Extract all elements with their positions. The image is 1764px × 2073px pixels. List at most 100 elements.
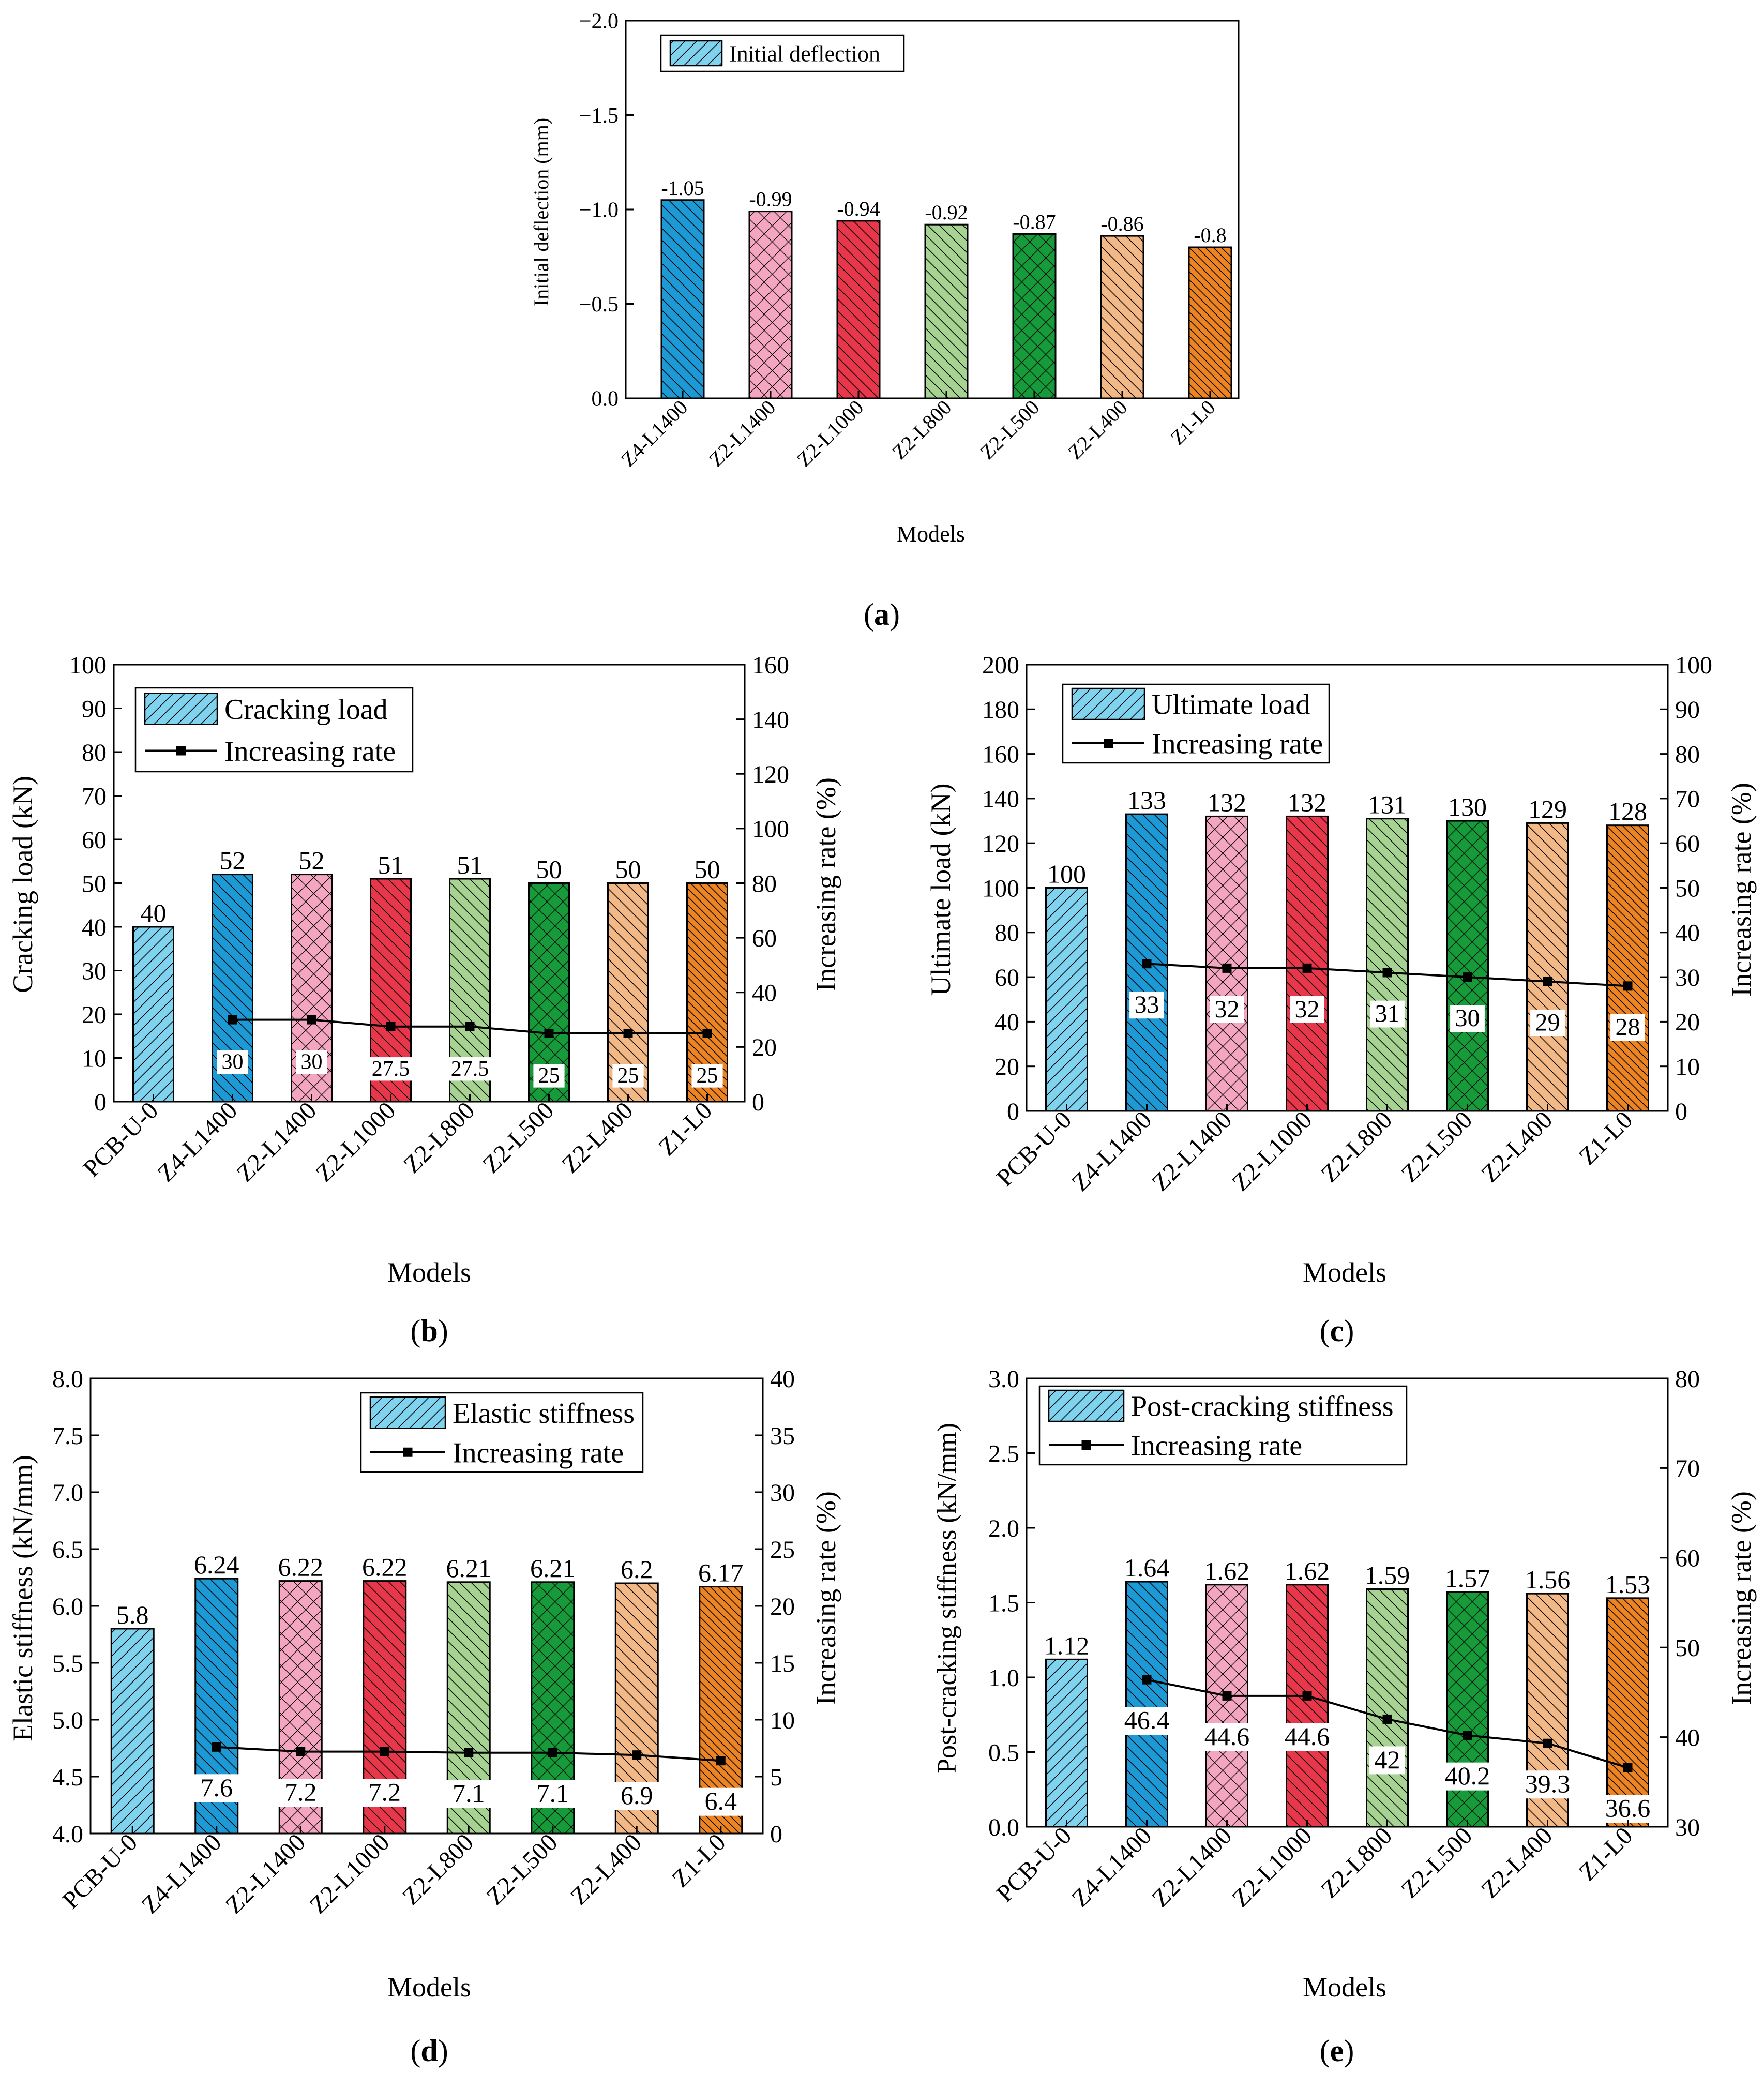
chart-a-ylabel: Initial deflection (mm) xyxy=(530,118,553,306)
chart-b-ytick-label: 0 xyxy=(94,1089,107,1116)
chart-e-bar-z2-l1000 xyxy=(1286,1584,1329,1828)
chart-b-rate-label: 25 xyxy=(691,1064,723,1088)
chart-c-y2tick-label: 90 xyxy=(1675,696,1700,724)
chart-e-ytick-label: 2.0 xyxy=(988,1515,1019,1542)
chart-a-value-label: -0.92 xyxy=(925,201,968,224)
legend-swatch xyxy=(1071,687,1145,720)
chart-d-bar-pcb-u-0 xyxy=(110,1628,155,1835)
chart-a-ytick-label: 0.0 xyxy=(592,387,619,411)
chart-d-xtick-label: Z2-L400 xyxy=(565,1828,647,1910)
chart-e-rate-point xyxy=(1302,1691,1312,1701)
chart-e-value-label: 1.64 xyxy=(1124,1553,1170,1582)
chart-d-rate-label: 7.6 xyxy=(191,1773,242,1802)
chart-d-y2tick-label: 40 xyxy=(770,1365,795,1393)
rate-label-text: 27.5 xyxy=(372,1057,410,1081)
chart-e-rate-label: 44.6 xyxy=(1195,1722,1259,1751)
rate-label-bg xyxy=(696,1787,746,1816)
chart-b-rate-point xyxy=(544,1028,554,1038)
chart-c-value-label: 132 xyxy=(1208,788,1246,817)
chart-d-panel-label: (d) xyxy=(410,2034,448,2068)
rate-label-text: 7.1 xyxy=(453,1779,485,1808)
chart-b-y2tick-label: 20 xyxy=(752,1034,777,1061)
chart-d-xtick-label: Z2-L500 xyxy=(481,1828,563,1910)
chart-e-plot: 1.12 1.64 1.62 1.62 1.59 1.57 1.56 1.53 46.4 44.6… xyxy=(988,1365,1700,1913)
chart-e-bar-pcb-u-0 xyxy=(1045,1658,1088,1828)
chart-d-y2tick-label: 30 xyxy=(770,1479,795,1507)
rate-label-bg xyxy=(276,1779,326,1807)
legend-marker xyxy=(403,1447,413,1457)
rate-label-bg xyxy=(1595,1795,1660,1823)
chart-d-y2tick-label: 0 xyxy=(770,1821,782,1848)
chart-b-xtick-label: PCB-U-0 xyxy=(78,1096,164,1182)
chart-c-ytick-label: 160 xyxy=(982,741,1019,768)
chart-e-ytick-label: 2.5 xyxy=(988,1440,1019,1467)
chart-b-ytick-label: 10 xyxy=(82,1045,107,1072)
chart-c-ytick-label: 0 xyxy=(1007,1098,1019,1125)
chart-b-plot: 40 52 52 51 51 50 50 50 30 30 27.5 27.5 25 25 25 0 10 20 3… xyxy=(69,652,789,1188)
chart-c-ytick-label: 100 xyxy=(982,875,1019,902)
rate-label-text: 44.6 xyxy=(1285,1722,1330,1751)
bar-hatch xyxy=(132,926,174,1103)
chart-c-xtick-label: Z2-L800 xyxy=(1316,1106,1397,1188)
chart-d-rate-label: 7.1 xyxy=(444,1779,494,1808)
chart-c-rate-label: 31 xyxy=(1370,1000,1405,1028)
chart-c-rate-label: 28 xyxy=(1610,1013,1645,1041)
chart-c-ytick-label: 80 xyxy=(994,920,1019,947)
chart-c-y2tick-label: 30 xyxy=(1675,964,1700,992)
chart-e-rate-label: 36.6 xyxy=(1595,1794,1660,1823)
chart-c-y2tick-label: 50 xyxy=(1675,875,1700,902)
rate-label-text: 31 xyxy=(1375,1000,1400,1027)
chart-b-xtick-label: Z2-L400 xyxy=(556,1096,638,1178)
legend-swatch xyxy=(1048,1389,1125,1422)
chart-b-bar-pcb-u-0 xyxy=(132,926,174,1103)
rate-label-text: 33 xyxy=(1135,991,1159,1018)
legend-entry-label: Post-cracking stiffness xyxy=(1131,1391,1394,1423)
chart-e-rate-point xyxy=(1463,1731,1472,1740)
chart-b-xlabel: Models xyxy=(387,1257,471,1288)
chart-c-ytick-label: 120 xyxy=(982,830,1019,858)
chart-b-y2tick-label: 60 xyxy=(752,925,777,952)
chart-panel-a: Initial deflection (mm) Models (a) -1.05… xyxy=(530,10,1240,632)
chart-c-ytick-label: 60 xyxy=(994,964,1019,992)
chart-d-xtick-label: Z4-L1400 xyxy=(136,1828,227,1919)
chart-e-xtick-label: Z1-L0 xyxy=(1574,1822,1638,1886)
rate-label-text: 6.9 xyxy=(621,1781,653,1810)
chart-a-panel-label: (a) xyxy=(864,597,900,632)
chart-c-xtick-label: Z2-L500 xyxy=(1396,1106,1477,1188)
chart-b-ylabel: Cracking load (kN) xyxy=(7,776,38,993)
chart-a-bar-z4-l1400 xyxy=(660,199,705,399)
chart-a-value-label: -0.87 xyxy=(1013,210,1056,233)
rate-label-text: 32 xyxy=(1295,996,1320,1023)
rate-label-text: 7.2 xyxy=(369,1778,401,1807)
bar-hatch xyxy=(1205,1584,1248,1828)
chart-b-y2tick-label: 120 xyxy=(752,761,789,788)
chart-c-y2tick-label: 40 xyxy=(1675,920,1700,947)
rate-label-text: 44.6 xyxy=(1204,1722,1250,1751)
chart-e-bar-z2-l1400 xyxy=(1205,1584,1248,1828)
legend-swatch xyxy=(669,40,723,67)
rate-label-text: 7.2 xyxy=(284,1778,317,1807)
rate-label-bg xyxy=(1290,996,1324,1023)
chart-a-xtick-label: Z2-L400 xyxy=(1063,396,1132,464)
chart-c-xtick-label: Z2-L1000 xyxy=(1227,1106,1317,1196)
chart-a-bar-z2-l400 xyxy=(1100,235,1144,399)
chart-d-y2tick-label: 35 xyxy=(770,1422,795,1450)
rate-label-bg xyxy=(442,1057,497,1081)
chart-e-xtick-label: Z2-L500 xyxy=(1396,1822,1477,1903)
chart-d-y2tick-label: 20 xyxy=(770,1593,795,1620)
rate-label-bg xyxy=(1435,1762,1500,1791)
chart-d-value-label: 6.17 xyxy=(698,1558,744,1587)
chart-c-value-label: 130 xyxy=(1448,792,1487,821)
rate-label-text: 28 xyxy=(1616,1013,1640,1041)
rate-label-bg xyxy=(1195,1723,1259,1751)
chart-e-xtick-label: Z2-L400 xyxy=(1476,1822,1558,1903)
chart-a-xtick-label: Z1-L0 xyxy=(1166,396,1219,449)
chart-b-value-label: 50 xyxy=(536,855,562,884)
rate-label-bg xyxy=(1370,1000,1405,1028)
chart-c-bar-z2-l500 xyxy=(1446,820,1489,1112)
rate-label-bg xyxy=(296,1050,327,1074)
legend-entry-label: Initial deflection xyxy=(729,41,880,66)
chart-d-y2tick-label: 10 xyxy=(770,1707,795,1734)
chart-c-rate-point xyxy=(1222,963,1232,973)
